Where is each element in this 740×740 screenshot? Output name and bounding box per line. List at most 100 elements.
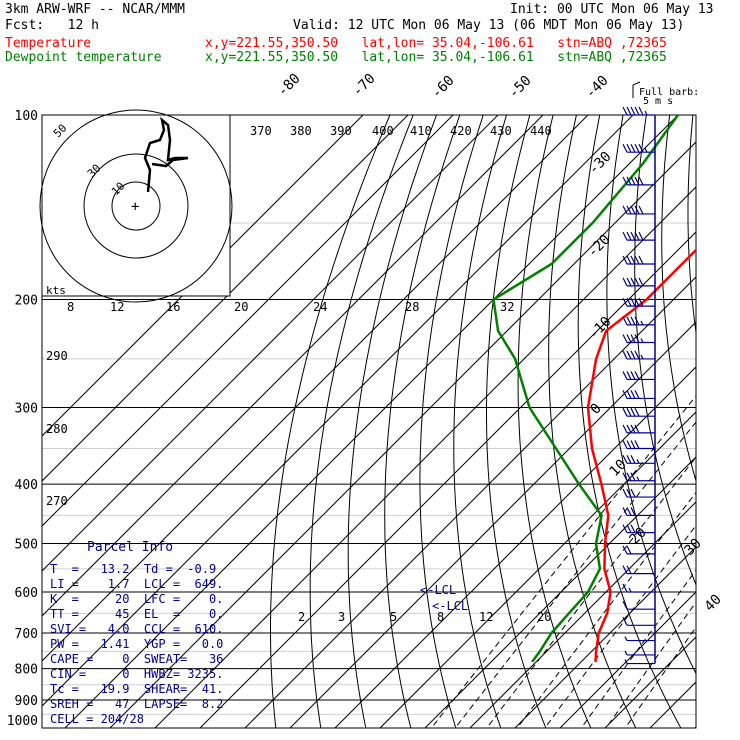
temperature-trace (586, 248, 696, 662)
valid-time: Valid: 12 UTC Mon 06 May 13 (06 MDT Mon … (293, 18, 685, 33)
wind-barb (622, 334, 655, 344)
dry-adiabat (384, 115, 461, 728)
dry-adiabat (606, 115, 696, 675)
parcel-info-row: PW = 1.41 YGP = 0.0 (50, 637, 224, 651)
parcel-info-row: CELL = 204/28 (50, 712, 144, 726)
mixing-ratio-label: 3 (338, 610, 345, 624)
wind-barb (622, 277, 655, 287)
wind-barb (622, 565, 655, 575)
isotherm-line (424, 456, 696, 728)
hodograph-ring (111, 181, 161, 231)
wind-barb (622, 390, 655, 400)
dry-adiabat (309, 115, 414, 728)
isotherm-label: -60 (429, 73, 458, 102)
wind-barb (622, 297, 655, 307)
mixing-ratio-label: 28 (405, 300, 419, 314)
pressure-tick-label: 500 (15, 537, 38, 552)
wind-barb (622, 524, 655, 534)
mixing-ratio-line (454, 421, 696, 728)
dry-adiabat (661, 115, 696, 483)
isotherm-label: -80 (275, 71, 304, 100)
wind-barb (622, 231, 655, 241)
wind-barb (622, 455, 655, 464)
isotherm-label: 40 (702, 592, 725, 615)
isotherm-line (109, 141, 696, 728)
temperature-location: x,y=221.55,350.50 lat,lon= 35.04,-106.61… (205, 36, 667, 51)
mixing-ratio-label: 8 (67, 300, 74, 314)
dry-adiabat (714, 115, 740, 740)
wind-barb (622, 205, 655, 215)
parcel-info-row: SVI = 4.0 CCL = 610. (50, 622, 224, 636)
parcel-info-title: Parcel Info (87, 540, 174, 555)
theta-label: 420 (450, 124, 472, 138)
mixing-ratio-line (580, 569, 696, 728)
pressure-tick-label: 400 (15, 478, 38, 493)
hodograph-ring (39, 109, 233, 303)
pressure-tick-label: 900 (15, 694, 38, 709)
isotherm-line (334, 366, 696, 728)
mixing-ratio-label: 12 (479, 610, 493, 624)
isotherm-line (42, 115, 454, 527)
mixing-ratio-line (430, 395, 696, 728)
mixing-ratio-label: 24 (313, 300, 327, 314)
parcel-info-row: T = 13.2 Td = -0.9 (50, 562, 217, 576)
wind-barb (622, 545, 655, 555)
isotherm-line (379, 411, 696, 728)
isotherm-line (244, 276, 696, 728)
wind-barb (622, 143, 655, 153)
dry-adiabat (453, 115, 507, 728)
isotherm-line (42, 115, 544, 617)
wind-barb (622, 350, 655, 360)
barb-legend-title: Full barb: (639, 87, 699, 98)
wind-barb (622, 371, 655, 381)
isotherm-line (42, 115, 364, 437)
wind-barb (622, 176, 655, 186)
mixing-ratio-label: 5 (390, 610, 397, 624)
wind-barb (622, 440, 655, 450)
pressure-tick-label: 600 (15, 586, 38, 601)
mixing-ratio-line (486, 456, 696, 728)
mixing-ratio-label: 16 (166, 300, 180, 314)
model-title: 3km ARW-WRF -- NCAR/MMM (5, 2, 186, 17)
parcel-info-row: LI = 1.7 LCL = 649. (50, 577, 224, 591)
wind-barb (622, 255, 655, 265)
dry-adiabat (347, 115, 437, 728)
mixing-ratio-label: 32 (500, 300, 514, 314)
dewpoint-legend: Dewpoint temperature (5, 50, 162, 65)
mixing-ratio-label: 8 (437, 610, 444, 624)
init-time: Init: 00 UTC Mon 06 May 13 (510, 2, 714, 17)
isotherm-line (42, 115, 409, 482)
dry-adiabat (270, 115, 391, 728)
dry-adiabat (577, 115, 682, 728)
theta-label: 400 (372, 124, 394, 138)
dry-adiabat (419, 115, 484, 728)
wind-barb (622, 488, 655, 498)
isotherm-line (559, 591, 696, 728)
parcel-info-row: Tc = 19.9 SHEAR= 41. (50, 682, 224, 696)
wind-barb (622, 472, 655, 482)
mixing-ratio-line (624, 626, 696, 728)
wind-barb (622, 407, 655, 417)
mixing-ratio-line (544, 524, 696, 728)
theta-label: 430 (490, 124, 512, 138)
dewpoint-location: x,y=221.55,350.50 lat,lon= 35.04,-106.61… (205, 50, 667, 65)
pressure-tick-label: 200 (15, 294, 38, 309)
isotherm-line (42, 115, 634, 707)
pressure-tick-label: 100 (15, 109, 38, 124)
wind-barb (622, 424, 655, 434)
mixing-ratio-label: 2 (298, 610, 305, 624)
parcel-info-row: SREH = 47 LAPSE= 8.2 (50, 697, 224, 711)
hodograph-frame (41, 114, 231, 297)
pressure-tick-label: 800 (15, 663, 38, 678)
theta-label: 440 (530, 124, 552, 138)
mixing-ratio-label: 20 (537, 610, 551, 624)
isotherm-label: 20 (627, 525, 650, 548)
mixing-ratio-line (605, 601, 696, 728)
hodograph-unit-label: kts (46, 284, 66, 297)
parcel-info-row: CIN = 0 HWBZ= 3235. (50, 667, 224, 681)
wind-barb (624, 659, 655, 665)
wind-barb (622, 617, 655, 626)
pressure-tick-label: 700 (15, 627, 38, 642)
mixing-ratio-label: 12 (110, 300, 124, 314)
